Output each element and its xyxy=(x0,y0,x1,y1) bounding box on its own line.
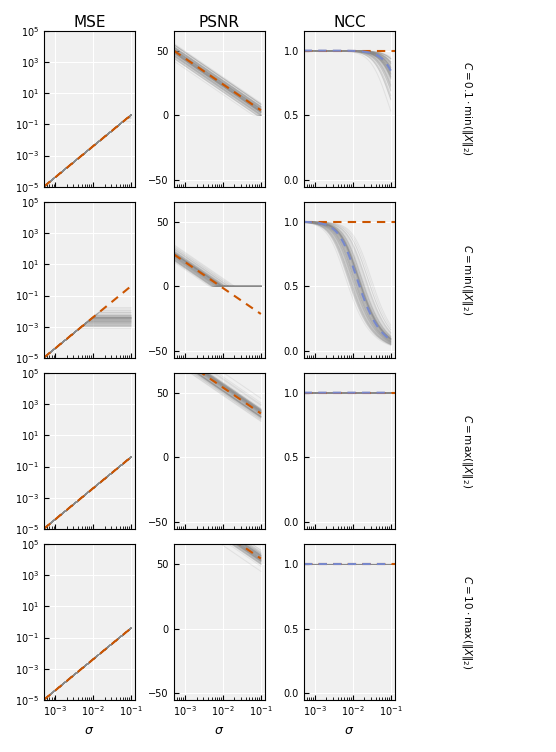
X-axis label: $\sigma$: $\sigma$ xyxy=(215,724,225,737)
Y-axis label: $C = \min(\|X\|_2)$: $C = \min(\|X\|_2)$ xyxy=(460,244,474,316)
Title: PSNR: PSNR xyxy=(199,15,240,30)
Title: NCC: NCC xyxy=(333,15,366,30)
Title: MSE: MSE xyxy=(73,15,106,30)
Y-axis label: $C = 0.1 \cdot \min(\|X\|_2)$: $C = 0.1 \cdot \min(\|X\|_2)$ xyxy=(460,62,474,156)
Y-axis label: $C = 10 \cdot \max(\|X\|_2)$: $C = 10 \cdot \max(\|X\|_2)$ xyxy=(460,575,474,669)
X-axis label: $\sigma$: $\sigma$ xyxy=(85,724,95,737)
Y-axis label: $C = \max(\|X\|_2)$: $C = \max(\|X\|_2)$ xyxy=(460,414,474,488)
X-axis label: $\sigma$: $\sigma$ xyxy=(344,724,354,737)
